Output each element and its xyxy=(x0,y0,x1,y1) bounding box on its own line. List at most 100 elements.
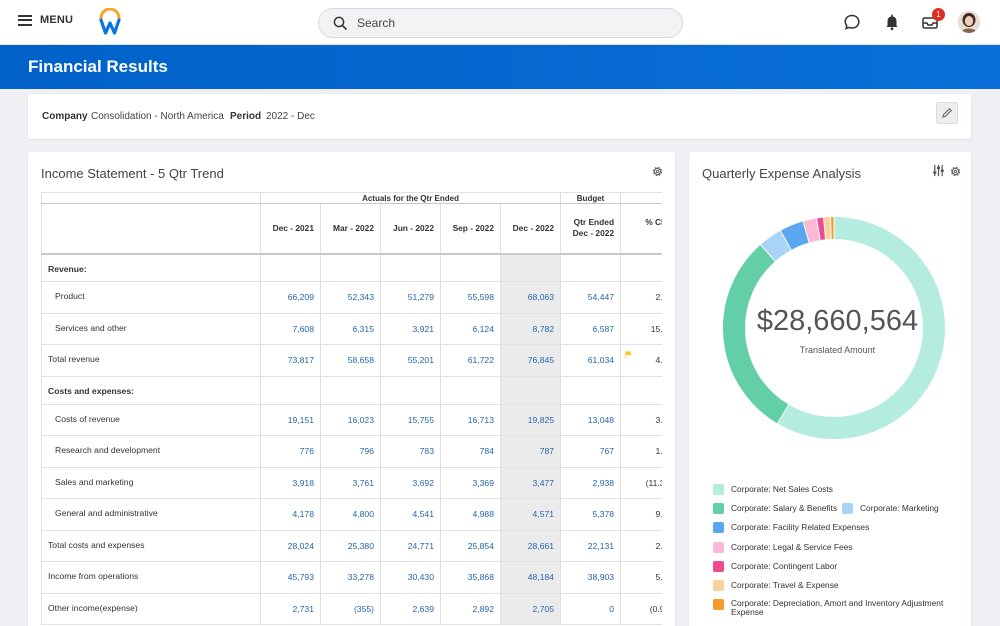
table-cell[interactable]: 61,034 xyxy=(560,344,622,377)
table-cell[interactable]: 6,124 xyxy=(440,312,501,345)
col-header-change[interactable]: % ChangYo xyxy=(620,203,662,255)
table-cell[interactable]: (355) xyxy=(320,592,381,625)
table-cell[interactable]: 2,892 xyxy=(440,592,501,625)
table-row[interactable]: Total costs and expenses 28,024 25,380 24,7… xyxy=(41,529,662,562)
search-input[interactable] xyxy=(357,16,657,30)
donut-slice[interactable] xyxy=(760,230,792,262)
table-cell[interactable]: 3,761 xyxy=(320,466,381,499)
table-cell[interactable]: 25,854 xyxy=(440,529,501,562)
table-row[interactable]: Revenue: xyxy=(41,253,662,282)
table-cell[interactable]: 48,184 xyxy=(499,561,562,594)
col-header[interactable]: Mar - 2022 xyxy=(320,203,381,255)
table-cell[interactable]: 16,713 xyxy=(440,403,501,436)
table-row[interactable]: Other income(expense) 2,731 (355) 2,639 2,89… xyxy=(41,592,662,625)
table-cell[interactable]: 24,771 xyxy=(380,529,441,562)
col-header[interactable]: Jun - 2022 xyxy=(380,203,441,255)
table-cell[interactable]: 52,343 xyxy=(320,281,381,314)
table-row[interactable]: Sales and marketing 3,918 3,761 3,692 3,369 3… xyxy=(41,466,662,499)
table-cell[interactable]: 7,608 xyxy=(260,312,321,345)
table-cell[interactable]: 3,921 xyxy=(380,312,441,345)
legend-item[interactable]: Corporate: Marketing xyxy=(842,503,939,514)
table-cell[interactable]: 4,571 xyxy=(499,498,562,531)
table-cell[interactable]: 3,369 xyxy=(440,466,501,499)
table-cell[interactable]: 61,722 xyxy=(440,344,501,377)
table-row[interactable]: Services and other 7,608 6,315 3,921 6,124 8,… xyxy=(41,312,662,345)
legend-item[interactable]: Corporate: Travel & Expense xyxy=(713,580,839,591)
legend-item[interactable]: Corporate: Depreciation, Amort and Inven… xyxy=(713,599,956,617)
legend-item[interactable]: Corporate: Facility Related Expenses xyxy=(713,522,869,533)
table-row[interactable]: Costs and expenses: xyxy=(41,375,662,405)
table-cell[interactable]: 784 xyxy=(440,435,501,468)
legend-item[interactable]: Corporate: Net Sales Costs xyxy=(713,484,833,495)
table-cell[interactable]: 776 xyxy=(260,435,321,468)
table-cell[interactable]: 55,598 xyxy=(440,281,501,314)
workday-logo[interactable] xyxy=(98,8,122,36)
table-cell[interactable]: 58,658 xyxy=(320,344,381,377)
table-cell[interactable]: 5,378 xyxy=(560,498,622,531)
table-cell[interactable]: 38,903 xyxy=(560,561,622,594)
donut-slice[interactable] xyxy=(803,218,821,243)
search-bar[interactable] xyxy=(318,8,683,38)
table-cell[interactable]: 8,782 xyxy=(499,312,562,345)
table-cell[interactable]: 68,063 xyxy=(499,281,562,314)
col-header[interactable]: Dec - 2021 xyxy=(260,203,321,255)
table-row[interactable]: General and administrative 4,178 4,800 4,54… xyxy=(41,498,662,531)
table-cell[interactable]: 45,793 xyxy=(260,561,321,594)
donut-slice[interactable] xyxy=(777,217,945,439)
table-cell[interactable]: 796 xyxy=(320,435,381,468)
table-cell[interactable]: 3,477 xyxy=(499,466,562,499)
table-cell[interactable]: 2,705 xyxy=(499,592,562,625)
table-cell[interactable]: 783 xyxy=(380,435,441,468)
table-cell[interactable]: 2,639 xyxy=(380,592,441,625)
col-header[interactable]: Dec - 2022 xyxy=(499,203,562,255)
table-cell[interactable]: 767 xyxy=(560,435,622,468)
table-cell[interactable]: 6,315 xyxy=(320,312,381,345)
inbox-icon[interactable] xyxy=(921,13,939,31)
table-cell[interactable]: 4,988 xyxy=(440,498,501,531)
legend-item[interactable]: Corporate: Contingent Labor xyxy=(713,561,837,572)
table-cell[interactable]: 30,430 xyxy=(380,561,441,594)
table-cell[interactable]: 25,380 xyxy=(320,529,381,562)
table-cell[interactable]: 28,661 xyxy=(499,529,562,562)
bell-icon[interactable] xyxy=(883,13,901,31)
table-row[interactable]: Income from operations 45,793 33,278 30,430… xyxy=(41,561,662,594)
period-value[interactable]: 2022 - Dec xyxy=(266,111,315,122)
donut-slice[interactable] xyxy=(816,217,826,241)
filter-sliders-icon[interactable] xyxy=(932,164,945,177)
donut-slice[interactable] xyxy=(723,244,789,424)
table-row[interactable]: Product 66,209 52,343 51,279 55,598 68,063 54,… xyxy=(41,281,662,314)
table-row[interactable]: Research and development 776 796 783 784 787 7… xyxy=(41,435,662,468)
gear-icon[interactable] xyxy=(651,165,664,178)
table-cell[interactable]: 2,731 xyxy=(260,592,321,625)
table-cell[interactable]: 2,938 xyxy=(560,466,622,499)
table-cell[interactable]: 73,817 xyxy=(260,344,321,377)
table-cell[interactable]: 19,151 xyxy=(260,403,321,436)
table-cell[interactable]: 4,541 xyxy=(380,498,441,531)
col-header-budget[interactable]: Qtr Ended Dec - 2022 xyxy=(560,203,622,255)
gear-icon[interactable] xyxy=(949,165,962,178)
company-value[interactable]: Consolidation - North America xyxy=(91,111,224,122)
table-cell[interactable]: 35,868 xyxy=(440,561,501,594)
edit-button[interactable] xyxy=(936,102,958,124)
table-cell[interactable]: 3,692 xyxy=(380,466,441,499)
income-table-scroll[interactable]: Actuals for the Qtr Ended Budget Dec - 2… xyxy=(41,192,662,626)
table-cell[interactable]: 15,755 xyxy=(380,403,441,436)
table-cell[interactable]: 3,918 xyxy=(260,466,321,499)
table-cell[interactable]: 66,209 xyxy=(260,281,321,314)
table-cell[interactable]: 51,279 xyxy=(380,281,441,314)
table-cell[interactable]: 55,201 xyxy=(380,344,441,377)
table-row[interactable]: Costs of revenue 19,151 16,023 15,755 16,713… xyxy=(41,403,662,436)
table-cell[interactable]: 6,587 xyxy=(560,312,622,345)
col-header[interactable]: Sep - 2022 xyxy=(440,203,501,255)
donut-slice[interactable] xyxy=(780,221,810,251)
table-cell[interactable]: 33,278 xyxy=(320,561,381,594)
user-avatar[interactable] xyxy=(958,11,980,33)
chat-icon[interactable] xyxy=(843,13,861,31)
legend-item[interactable]: Corporate: Legal & Service Fees xyxy=(713,542,853,553)
table-cell[interactable]: 19,825 xyxy=(499,403,562,436)
table-cell[interactable]: 787 xyxy=(499,435,562,468)
table-cell[interactable]: 76,845 xyxy=(499,344,562,377)
table-cell[interactable]: 54,447 xyxy=(560,281,622,314)
table-cell[interactable]: 4,178 xyxy=(260,498,321,531)
table-cell[interactable]: 28,024 xyxy=(260,529,321,562)
